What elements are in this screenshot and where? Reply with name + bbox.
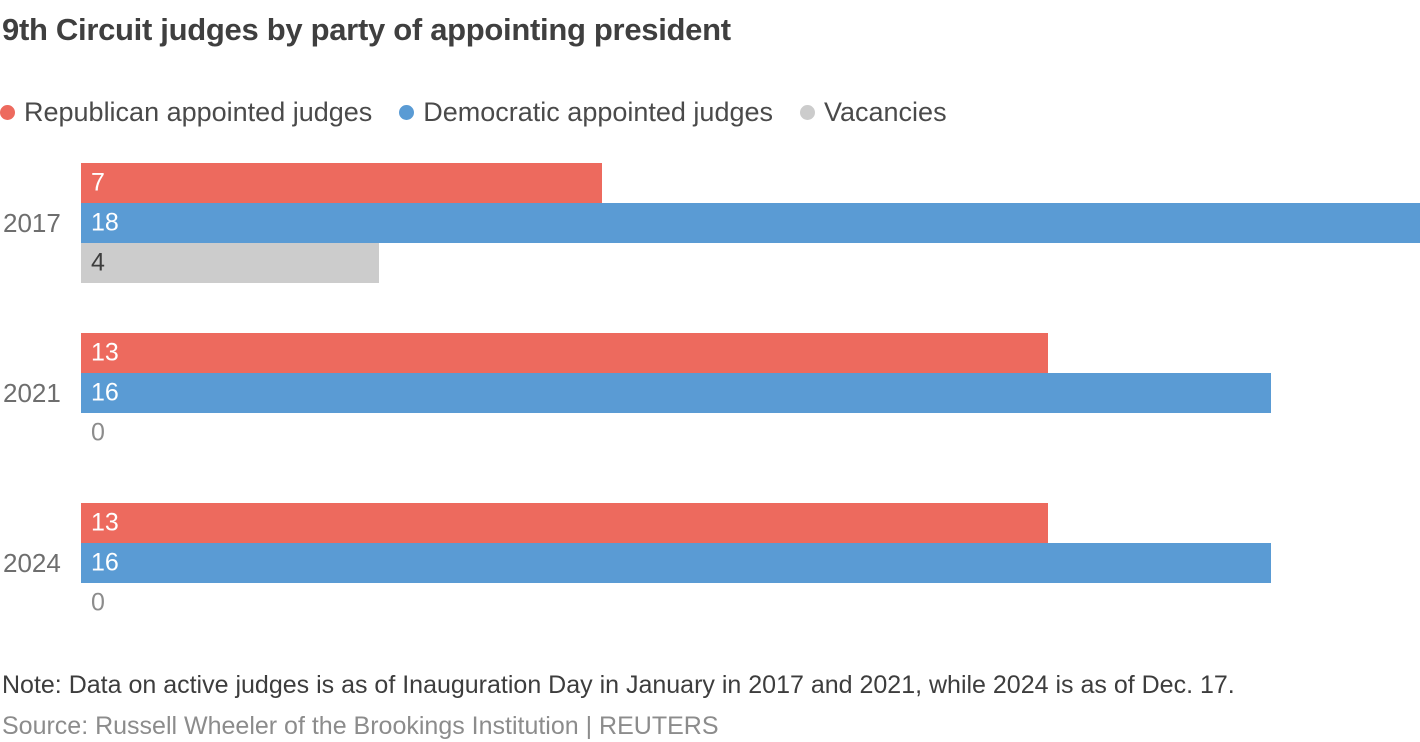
legend-label-vacancies: Vacancies xyxy=(824,97,947,127)
bar-value-republican-2024: 13 xyxy=(91,508,119,537)
bar-row-vacancies-2024: 0 xyxy=(81,583,1420,623)
legend-item-democratic: Democratic appointed judges xyxy=(399,94,773,130)
bar-group-2024: 2024 13 16 0 xyxy=(0,503,1420,623)
bar-republican-2021 xyxy=(81,333,1049,373)
category-label-2021: 2021 xyxy=(3,377,61,408)
bar-vacancies-2017 xyxy=(81,243,379,283)
bar-row-vacancies-2017: 4 xyxy=(81,243,1420,283)
legend-item-republican: Republican appointed judges xyxy=(0,94,372,130)
legend-label-republican: Republican appointed judges xyxy=(24,97,373,127)
legend-dot-democratic-icon xyxy=(399,104,415,120)
source-text: Source: Russell Wheeler of the Brookings… xyxy=(2,712,719,740)
legend-dot-vacancies-icon xyxy=(800,104,815,120)
bar-group-2017: 2017 7 18 4 xyxy=(0,163,1420,283)
bar-value-republican-2021: 13 xyxy=(91,338,119,367)
legend-dot-republican-icon xyxy=(0,104,15,120)
bar-row-democratic-2017: 18 xyxy=(81,203,1420,243)
bar-value-democratic-2017: 18 xyxy=(91,208,119,237)
bar-democratic-2017 xyxy=(81,203,1420,243)
bars-2017: 7 18 4 xyxy=(81,163,1420,283)
legend: Republican appointed judges Democratic ap… xyxy=(0,94,1420,130)
bar-value-vacancies-2024: 0 xyxy=(91,588,105,617)
category-label-2017: 2017 xyxy=(3,207,61,238)
bar-chart: 2017 7 18 4 2021 13 16 0 2024 13 16 0 xyxy=(0,163,1420,623)
bar-value-democratic-2024: 16 xyxy=(91,548,119,577)
chart-title: 9th Circuit judges by party of appointin… xyxy=(2,12,731,47)
bar-row-republican-2021: 13 xyxy=(81,333,1420,373)
bar-democratic-2021 xyxy=(81,373,1272,413)
bar-row-vacancies-2021: 0 xyxy=(81,413,1420,453)
bar-row-democratic-2021: 16 xyxy=(81,373,1420,413)
bar-group-2021: 2021 13 16 0 xyxy=(0,333,1420,453)
category-label-2024: 2024 xyxy=(3,547,61,578)
bar-row-democratic-2024: 16 xyxy=(81,543,1420,583)
bar-republican-2024 xyxy=(81,503,1049,543)
bar-row-republican-2017: 7 xyxy=(81,163,1420,203)
bar-value-vacancies-2017: 4 xyxy=(91,248,105,277)
legend-label-democratic: Democratic appointed judges xyxy=(423,97,773,127)
note-text: Note: Data on active judges is as of Ina… xyxy=(2,671,1235,699)
bar-value-republican-2017: 7 xyxy=(91,168,105,197)
bar-democratic-2024 xyxy=(81,543,1272,583)
bar-republican-2017 xyxy=(81,163,602,203)
bar-value-democratic-2021: 16 xyxy=(91,378,119,407)
bars-2024: 13 16 0 xyxy=(81,503,1420,623)
legend-item-vacancies: Vacancies xyxy=(800,94,947,130)
bars-2021: 13 16 0 xyxy=(81,333,1420,453)
bar-row-republican-2024: 13 xyxy=(81,503,1420,543)
bar-value-vacancies-2021: 0 xyxy=(91,418,105,447)
